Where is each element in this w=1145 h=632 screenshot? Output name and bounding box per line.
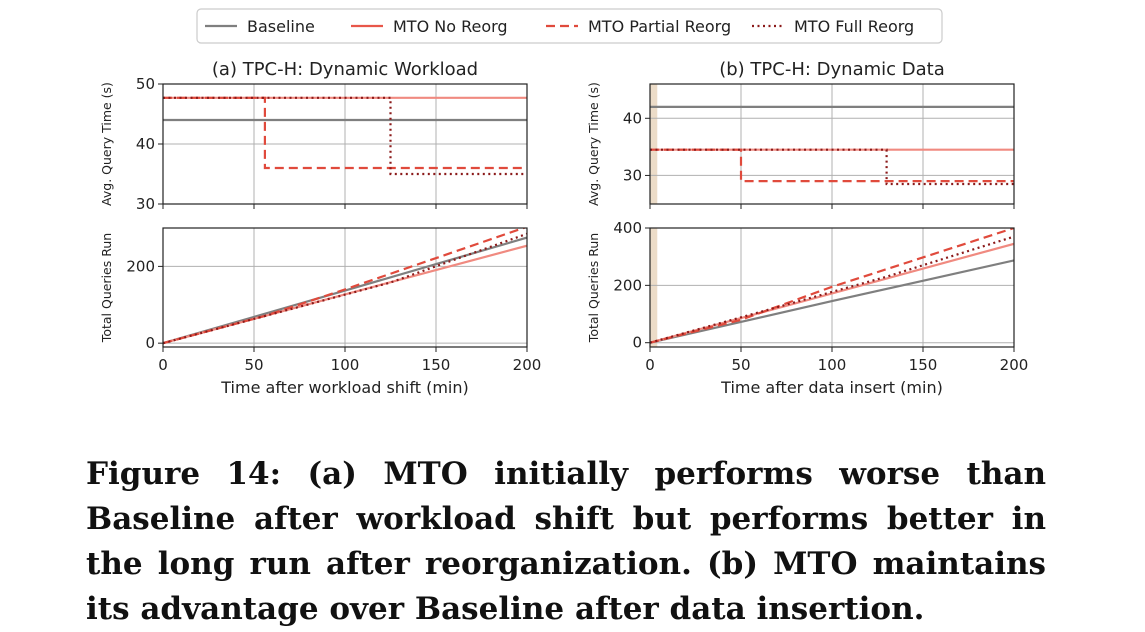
y-tick-label: 30: [623, 166, 642, 184]
panel-a-top: 30 40 50 (a) TPC-H: Dynamic Workload Avg. Qu…: [99, 59, 528, 213]
series-mto-no-reorg: [650, 242, 1014, 344]
panel-a-bottom: 0 200 0 50 100 150 200 Time after workload shif…: [99, 227, 541, 397]
series-mto-full-reorg: [163, 232, 527, 345]
y-tick-label: 200: [126, 257, 155, 275]
y-tick-label: 0: [145, 334, 155, 352]
y-tick-label: 400: [613, 219, 642, 237]
y-axis-label: Total Queries Run: [586, 233, 601, 343]
x-tick-label: 0: [645, 356, 655, 374]
x-axis-label: Time after workload shift (min): [220, 378, 468, 397]
panel-b-top: 30 40 (b) TPC-H: Dynamic Data Avg. Query Ti…: [586, 59, 1015, 209]
series-mto-partial-reorg: [650, 228, 1014, 344]
x-axis-label: Time after data insert (min): [720, 378, 943, 397]
legend-label-mto-full-reorg: MTO Full Reorg: [794, 17, 914, 36]
series-mto-full-reorg: [163, 96, 527, 176]
x-tick-label: 150: [909, 356, 938, 374]
y-axis-label: Avg. Query Time (s): [586, 82, 601, 206]
y-tick-label: 0: [632, 334, 642, 352]
legend-label-baseline: Baseline: [247, 17, 315, 36]
x-tick-label: 50: [244, 356, 263, 374]
series-mto-partial-reorg: [163, 228, 527, 345]
x-tick-label: 50: [731, 356, 750, 374]
y-tick-label: 200: [613, 276, 642, 294]
y-tick-label: 30: [136, 195, 155, 213]
series-baseline: [163, 236, 527, 345]
x-tick-label: 100: [331, 356, 360, 374]
y-tick-label: 50: [136, 75, 155, 93]
series-mto-full-reorg: [650, 148, 1014, 186]
y-tick-label: 40: [136, 135, 155, 153]
x-tick-label: 100: [818, 356, 847, 374]
figure-caption: Figure 14: (a) MTO initially performs wo…: [86, 456, 1046, 627]
shaded-region: [650, 228, 658, 347]
x-tick-label: 200: [1000, 356, 1029, 374]
legend-frame: [196, 8, 943, 44]
panel-title: (b) TPC-H: Dynamic Data: [719, 59, 945, 80]
legend: Baseline MTO No Reorg MTO Partial Reorg MTO…: [196, 8, 943, 44]
x-tick-label: 150: [422, 356, 451, 374]
shaded-region: [650, 84, 658, 204]
legend-label-mto-no-reorg: MTO No Reorg: [393, 17, 508, 36]
y-axis-label: Avg. Query Time (s): [99, 82, 114, 206]
panel-title: (a) TPC-H: Dynamic Workload: [212, 59, 478, 80]
x-tick-label: 0: [158, 356, 168, 374]
x-tick-label: 200: [513, 356, 542, 374]
series-baseline: [650, 259, 1014, 344]
legend-label-mto-partial-reorg: MTO Partial Reorg: [588, 17, 731, 36]
panel-b-bottom: 0 200 400 0 50 100 150 200 Time after data inser…: [586, 219, 1028, 397]
y-tick-label: 40: [623, 109, 642, 127]
y-axis-label: Total Queries Run: [99, 233, 114, 343]
